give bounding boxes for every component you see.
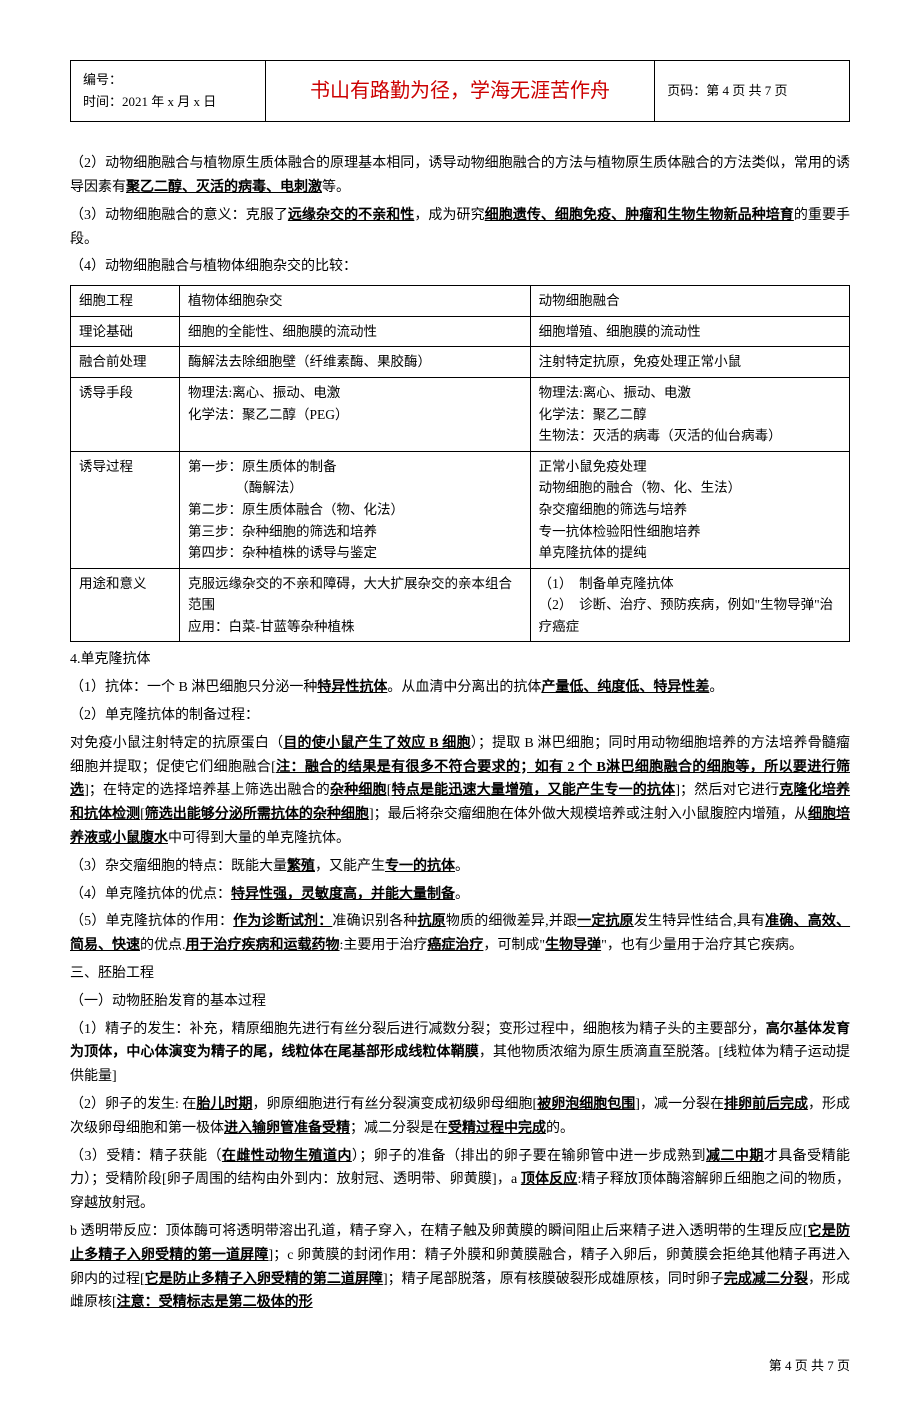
table-cell: （1） 制备单克隆抗体 （2） 诊断、治疗、预防疾病，例如"生物导弹"治疗癌症 bbox=[530, 568, 849, 642]
header-motto: 书山有路勤为径，学海无涯苦作舟 bbox=[265, 61, 655, 122]
section-4-title: 4.单克隆抗体 bbox=[70, 648, 850, 672]
table-cell: 细胞增殖、细胞膜的流动性 bbox=[530, 316, 849, 347]
para-4-5: （5）单克隆抗体的作用：作为诊断试剂：准确识别各种抗原物质的细微差异,并跟一定抗… bbox=[70, 910, 850, 958]
table-cell: 诱导过程 bbox=[71, 451, 180, 568]
section-3-title: 三、胚胎工程 bbox=[70, 962, 850, 986]
para-process: 对免疫小鼠注射特定的抗原蛋白（目的使小鼠产生了效应 B 细胞）；提取 B 淋巴细… bbox=[70, 732, 850, 851]
table-cell: 融合前处理 bbox=[71, 347, 180, 378]
doc-date: 时间：2021 年 x 月 x 日 bbox=[83, 91, 253, 113]
table-cell: 物理法:离心、振动、电激 化学法：聚乙二醇（PEG） bbox=[180, 377, 531, 451]
page-header: 编号： 时间：2021 年 x 月 x 日 书山有路勤为径，学海无涯苦作舟 页码… bbox=[70, 60, 850, 122]
table-cell: 第一步：原生质体的制备 （酶解法） 第二步：原生质体融合（物、化法） 第三步：杂… bbox=[180, 451, 531, 568]
para-4-4: （4）单克隆抗体的优点：特异性强，灵敏度高，并能大量制备。 bbox=[70, 883, 850, 907]
table-cell: 正常小鼠免疫处理 动物细胞的融合（物、化、生法） 杂交瘤细胞的筛选与培养 专一抗… bbox=[530, 451, 849, 568]
table-cell: 细胞工程 bbox=[71, 286, 180, 317]
doc-number: 编号： bbox=[83, 69, 253, 91]
para-3: （3）动物细胞融合的意义：克服了远缘杂交的不亲和性，成为研究细胞遗传、细胞免疫、… bbox=[70, 204, 850, 252]
table-cell: 理论基础 bbox=[71, 316, 180, 347]
para-4: （4）动物细胞融合与植物体细胞杂交的比较： bbox=[70, 255, 850, 279]
table-cell: 注射特定抗原，免疫处理正常小鼠 bbox=[530, 347, 849, 378]
para-4-2: （2）单克隆抗体的制备过程： bbox=[70, 704, 850, 728]
para-4-1: （1）抗体：一个 B 淋巴细胞只分泌一种特异性抗体。从血清中分离出的抗体产量低、… bbox=[70, 676, 850, 700]
para-sperm: （1）精子的发生：补充，精原细胞先进行有丝分裂后进行减数分裂；变形过程中，细胞核… bbox=[70, 1018, 850, 1089]
header-page-info: 页码：第 4 页 共 7 页 bbox=[655, 61, 850, 122]
table-cell: 克服远缘杂交的不亲和障碍，大大扩展杂交的亲本组合范围 应用：白菜-甘蓝等杂种植株 bbox=[180, 568, 531, 642]
table-cell: 酶解法去除细胞壁（纤维素酶、果胶酶） bbox=[180, 347, 531, 378]
section-3-1-title: （一）动物胚胎发育的基本过程 bbox=[70, 990, 850, 1014]
para-egg: （2）卵子的发生: 在胎儿时期，卵原细胞进行有丝分裂演变成初级卵母细胞[被卵泡细… bbox=[70, 1093, 850, 1141]
para-4-3: （3）杂交瘤细胞的特点：既能大量繁殖，又能产生专一的抗体。 bbox=[70, 855, 850, 879]
table-cell: 用途和意义 bbox=[71, 568, 180, 642]
table-cell: 物理法:离心、振动、电激 化学法：聚乙二醇 生物法：灭活的病毒（灭活的仙台病毒） bbox=[530, 377, 849, 451]
para-zona: b 透明带反应：顶体酶可将透明带溶出孔道，精子穿入，在精子触及卵黄膜的瞬间阻止后… bbox=[70, 1220, 850, 1315]
table-cell: 动物细胞融合 bbox=[530, 286, 849, 317]
table-cell: 植物体细胞杂交 bbox=[180, 286, 531, 317]
header-left-cell: 编号： 时间：2021 年 x 月 x 日 bbox=[71, 61, 266, 122]
para-fertilization: （3）受精：精子获能（在雌性动物生殖道内）；卵子的准备（排出的卵子要在输卵管中进… bbox=[70, 1145, 850, 1216]
comparison-table: 细胞工程 植物体细胞杂交 动物细胞融合 理论基础 细胞的全能性、细胞膜的流动性 … bbox=[70, 285, 850, 642]
para-2: （2）动物细胞融合与植物原生质体融合的原理基本相同，诱导动物细胞融合的方法与植物… bbox=[70, 152, 850, 200]
table-cell: 诱导手段 bbox=[71, 377, 180, 451]
table-cell: 细胞的全能性、细胞膜的流动性 bbox=[180, 316, 531, 347]
page-footer: 第 4 页 共 7 页 bbox=[70, 1355, 850, 1377]
